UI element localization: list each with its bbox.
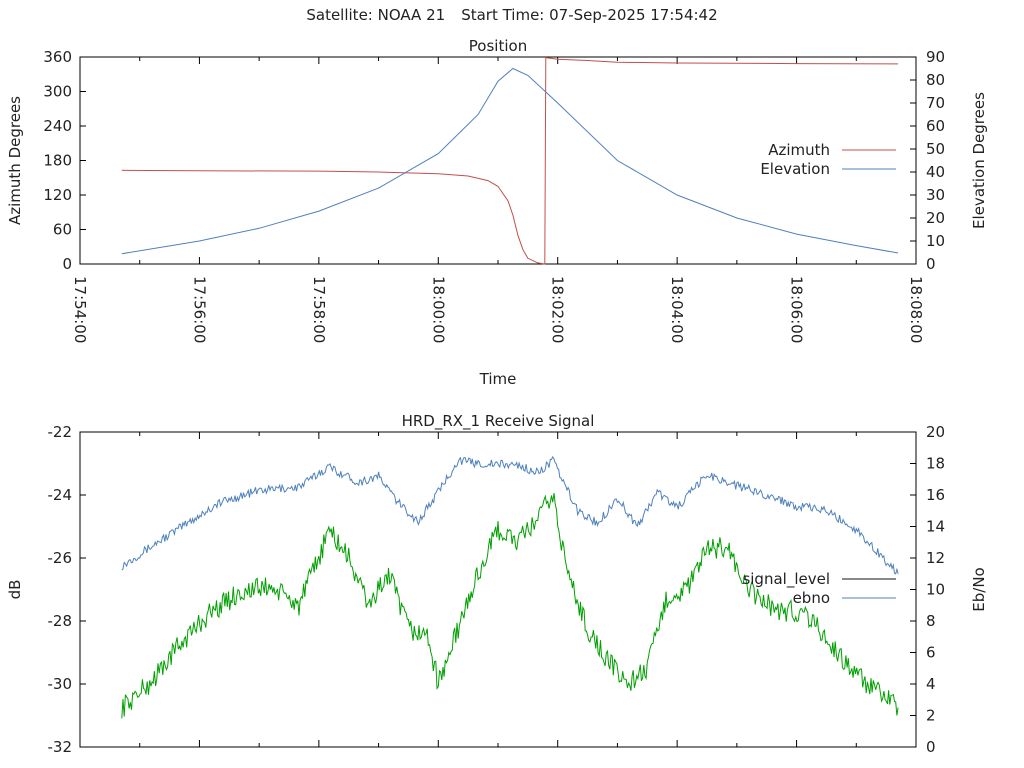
y2-tick-label: 18 xyxy=(926,455,945,473)
position-chart: Position 0 60 120 180 240 300 360 0 10 20 30 40 50 60 7… xyxy=(6,37,988,388)
y-tick-label: -28 xyxy=(48,612,73,630)
y2-tick-label: 40 xyxy=(926,163,945,181)
x-tick-label: 17:56:00 xyxy=(190,276,208,343)
x-tick-label: 17:58:00 xyxy=(310,276,328,343)
receive-signal-chart: HRD_RX_1 Receive Signal -22 -24 -26 -28 -30 -3… xyxy=(6,412,988,756)
y-tick-label: 60 xyxy=(53,221,72,239)
y-axis-label: dB xyxy=(6,580,24,600)
y2-tick-label: 50 xyxy=(926,140,945,158)
y2-tick-label: 20 xyxy=(926,423,945,441)
y2-axis-label: Elevation Degrees xyxy=(970,92,988,229)
y-tick-label: 120 xyxy=(43,186,72,204)
y2-tick-label: 20 xyxy=(926,209,945,227)
y2-tick-label: 80 xyxy=(926,71,945,89)
y2-tick-label: 2 xyxy=(926,707,936,725)
series-line-Azimuth xyxy=(121,57,899,265)
y2-tick-label: 60 xyxy=(926,117,945,135)
y2-tick-label: 0 xyxy=(926,255,936,273)
y2-tick-label: 14 xyxy=(926,518,945,536)
chart-title: HRD_RX_1 Receive Signal xyxy=(402,412,595,431)
y2-tick-label: 30 xyxy=(926,186,945,204)
y-tick-label: 360 xyxy=(43,48,72,66)
legend-label: Azimuth xyxy=(768,141,830,159)
legend-label: Elevation xyxy=(760,160,830,178)
y-axis-label: Azimuth Degrees xyxy=(6,96,24,225)
start-time-label: Start Time: 07-Sep-2025 17:54:42 xyxy=(461,6,718,24)
plot-frame xyxy=(79,431,917,748)
y2-tick-label: 90 xyxy=(926,48,945,66)
legend-label: ebno xyxy=(793,589,830,607)
y2-tick-label: 4 xyxy=(926,675,936,693)
y2-tick-label: 6 xyxy=(926,644,936,662)
x-axis-label: Time xyxy=(479,370,517,388)
y2-tick-label: 16 xyxy=(926,486,945,504)
chart-title: Position xyxy=(469,37,527,55)
page-header: Satellite: NOAA 21 Start Time: 07-Sep-202… xyxy=(0,6,1024,24)
y-tick-label: 300 xyxy=(43,83,72,101)
satellite-label: Satellite: NOAA 21 xyxy=(306,6,446,24)
series-line-unnamed xyxy=(121,493,899,719)
y2-tick-label: 12 xyxy=(926,549,945,567)
y-tick-label: -22 xyxy=(48,423,73,441)
y2-tick-label: 8 xyxy=(926,612,936,630)
series-line-Elevation xyxy=(121,67,899,255)
x-tick-label: 17:54:00 xyxy=(71,276,89,343)
y2-tick-label: 10 xyxy=(926,232,945,250)
x-tick-label: 18:04:00 xyxy=(668,276,686,343)
y-tick-label: -30 xyxy=(48,675,73,693)
y-tick-label: 240 xyxy=(43,117,72,135)
y-tick-label: -32 xyxy=(48,738,73,756)
x-tick-label: 18:08:00 xyxy=(907,276,925,343)
legend-label: signal_level xyxy=(742,570,830,589)
x-tick-label: 18:06:00 xyxy=(788,276,806,343)
y2-tick-label: 70 xyxy=(926,94,945,112)
y-tick-label: 180 xyxy=(43,152,72,170)
x-tick-label: 18:02:00 xyxy=(549,276,567,343)
y-tick-label: -26 xyxy=(48,549,73,567)
y-tick-label: 0 xyxy=(62,255,72,273)
x-tick-label: 18:00:00 xyxy=(429,276,447,343)
y-tick-label: -24 xyxy=(48,486,73,504)
y2-tick-label: 10 xyxy=(926,581,945,599)
y2-axis-label: Eb/No xyxy=(970,567,988,611)
y2-tick-label: 0 xyxy=(926,738,936,756)
series-line-ebno xyxy=(121,455,899,575)
